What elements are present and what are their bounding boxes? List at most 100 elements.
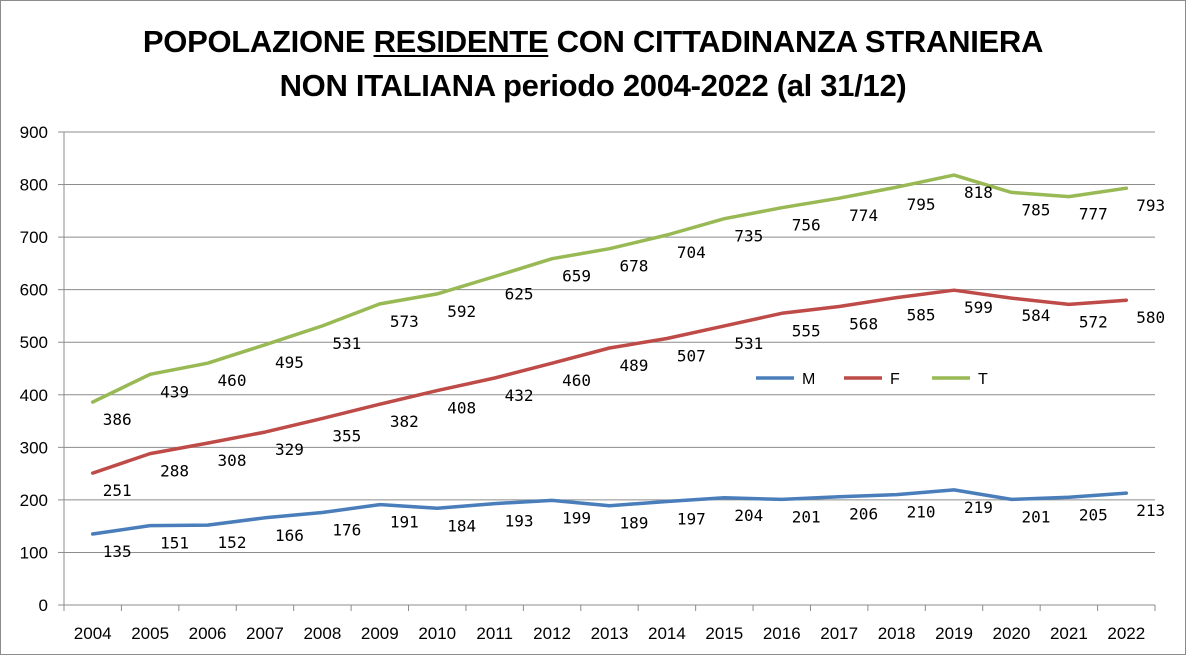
data-label-M: 189: [620, 514, 649, 533]
data-label-F: 531: [734, 334, 763, 353]
data-label-M: 199: [562, 508, 591, 527]
series-line-M: [90, 488, 1129, 536]
data-label-T: 573: [390, 312, 419, 331]
y-tick-label: 500: [20, 333, 48, 352]
x-tick-label: 2011: [476, 624, 513, 643]
x-tick-label: 2020: [993, 624, 1031, 643]
data-label-T: 704: [677, 243, 706, 262]
x-tick-label: 2015: [705, 624, 743, 643]
series-line-T: [90, 173, 1129, 404]
y-axis-ticks: 0 100 200 300 400 500 600 700 800 900: [20, 123, 64, 615]
y-tick-label: 200: [20, 491, 48, 510]
series-lines: [90, 173, 1129, 536]
x-tick-label: 2022: [1107, 624, 1145, 643]
data-label-T: 495: [275, 353, 304, 372]
data-label-F: 308: [218, 451, 247, 470]
data-label-T: 818: [964, 183, 993, 202]
data-label-F: 572: [1079, 312, 1108, 331]
data-label-F: 599: [964, 298, 993, 317]
data-label-T: 678: [620, 257, 649, 276]
data-label-T: 795: [907, 195, 936, 214]
x-axis-ticks: 2004 2005 2006 2007 2008 2009 2010 2011 2012 2013…: [63, 605, 1156, 643]
data-label-M: 166: [275, 526, 304, 545]
data-label-M: 176: [332, 521, 361, 540]
data-label-F: 489: [620, 356, 649, 375]
legend-label-T: T: [978, 371, 988, 388]
data-label-F: 288: [160, 462, 189, 481]
data-label-T: 531: [332, 334, 361, 353]
x-tick-label: 2018: [878, 624, 916, 643]
data-label-T: 625: [505, 285, 534, 304]
data-label-F: 329: [275, 440, 304, 459]
x-tick-label: 2021: [1050, 624, 1088, 643]
data-label-T: 592: [447, 302, 476, 321]
data-label-T: 793: [1136, 196, 1165, 215]
data-label-M: 184: [447, 516, 476, 535]
y-tick-label: 400: [20, 386, 48, 405]
data-label-M: 205: [1079, 505, 1108, 524]
data-label-F: 585: [907, 306, 936, 325]
x-tick-label: 2005: [131, 624, 169, 643]
legend-label-F: F: [890, 371, 900, 388]
data-label-M: 201: [792, 507, 821, 526]
legend-label-M: M: [802, 371, 815, 388]
data-label-M: 204: [734, 506, 763, 525]
y-tick-label: 300: [20, 438, 48, 457]
x-tick-label: 2013: [591, 624, 629, 643]
x-tick-label: 2008: [303, 624, 341, 643]
y-tick-label: 100: [20, 543, 48, 562]
data-label-F: 408: [447, 399, 476, 418]
data-label-T: 777: [1079, 205, 1108, 224]
y-tick-label: 600: [20, 281, 48, 300]
data-label-F: 251: [103, 481, 132, 500]
data-label-M: 193: [505, 512, 534, 531]
data-label-M: 135: [103, 542, 132, 561]
y-tick-label: 700: [20, 228, 48, 247]
x-tick-label: 2017: [820, 624, 858, 643]
data-label-T: 735: [734, 227, 763, 246]
data-label-T: 386: [103, 410, 132, 429]
chart-title-line1: POPOLAZIONE RESIDENTE CON CITTADINANZA S…: [142, 24, 1044, 59]
data-label-M: 152: [218, 533, 247, 552]
data-label-F: 382: [390, 412, 419, 431]
data-label-F: 580: [1136, 308, 1165, 327]
data-label-M: 201: [1021, 507, 1050, 526]
data-label-F: 555: [792, 321, 821, 340]
data-label-F: 460: [562, 371, 591, 390]
data-label-M: 219: [964, 498, 993, 517]
x-tick-label: 2009: [361, 624, 399, 643]
x-tick-label: 2010: [418, 624, 456, 643]
data-label-M: 210: [907, 503, 936, 522]
data-label-M: 213: [1136, 501, 1165, 520]
axes: [63, 132, 1155, 606]
x-tick-label: 2014: [648, 624, 686, 643]
x-tick-label: 2007: [246, 624, 284, 643]
x-tick-label: 2004: [74, 624, 112, 643]
data-label-T: 785: [1021, 200, 1050, 219]
data-label-F: 584: [1021, 306, 1050, 325]
data-label-M: 151: [160, 534, 189, 553]
data-label-F: 432: [505, 386, 534, 405]
data-label-T: 756: [792, 216, 821, 235]
series-line-F: [90, 288, 1129, 475]
data-label-T: 460: [218, 371, 247, 390]
y-tick-label: 0: [39, 596, 48, 615]
chart-title-underlined: RESIDENTE: [373, 24, 549, 59]
data-label-T: 659: [562, 267, 591, 286]
data-label-F: 568: [849, 314, 878, 333]
x-tick-label: 2019: [935, 624, 973, 643]
data-label-M: 197: [677, 509, 706, 528]
data-label-T: 774: [849, 206, 878, 225]
chart-title-line2: NON ITALIANA periodo 2004-2022 (al 31/12…: [279, 68, 907, 103]
data-label-F: 355: [332, 426, 361, 445]
y-tick-label: 800: [20, 176, 48, 195]
data-label-T: 439: [160, 382, 189, 401]
x-tick-label: 2016: [763, 624, 801, 643]
data-label-M: 206: [849, 505, 878, 524]
y-tick-label: 900: [20, 123, 48, 142]
x-tick-label: 2006: [189, 624, 227, 643]
data-labels: 135 151 152 166 176 191 184 193 199 189 197 204 201 2…: [103, 183, 1165, 561]
